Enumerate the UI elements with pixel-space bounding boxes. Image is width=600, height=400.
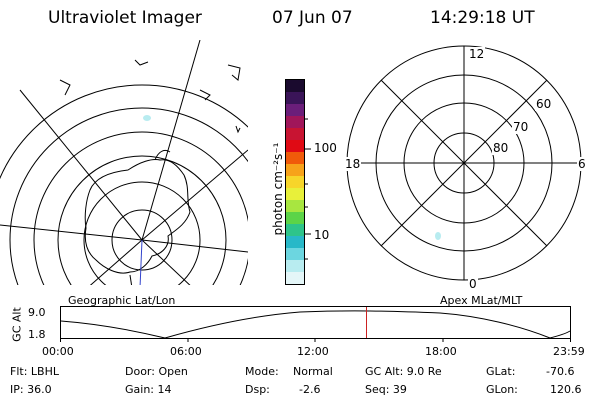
coastline	[59, 79, 71, 96]
colorbar-band	[286, 116, 304, 128]
mlat-label-80: 80	[492, 141, 510, 155]
lon-line	[0, 224, 143, 241]
lat-circle	[111, 209, 173, 271]
lat-circle	[57, 155, 227, 285]
time-label: 14:29:18 UT	[430, 8, 535, 28]
lat-circle	[9, 107, 248, 285]
colorbar-band	[286, 92, 304, 104]
gc-alt-readout: GC Alt: 9.0 Re	[365, 365, 442, 378]
coastline	[129, 274, 133, 285]
door-readout: Door: Open	[125, 365, 188, 378]
lon-line	[141, 239, 248, 253]
magnetic-polar-plot	[346, 45, 582, 281]
colorbar-band	[286, 200, 304, 212]
lat-circle	[0, 84, 248, 180]
date-label: 07 Jun 07	[272, 8, 353, 28]
mlt-label-18: 18	[344, 157, 362, 171]
coastline	[235, 125, 241, 134]
seq-readout: Seq: 39	[365, 383, 407, 396]
lon-line	[141, 149, 248, 241]
colorbar-band	[286, 104, 304, 116]
mlt-label-12: 12	[468, 47, 486, 61]
glon-label: GLon:	[486, 383, 518, 396]
mlt-label-0: 0	[468, 277, 478, 291]
coastline	[134, 59, 241, 101]
altitude-curve	[60, 310, 571, 339]
altitude-ylabel: GC Alt	[10, 307, 24, 342]
apex-map-label: Apex MLat/MLT	[440, 294, 523, 307]
colorbar-band	[286, 164, 304, 176]
colorbar	[285, 79, 305, 285]
time-tick-0600: 06:00	[170, 345, 202, 358]
aurora-spot	[435, 232, 441, 240]
aurora-spot	[143, 115, 151, 121]
colorbar-band	[286, 152, 304, 164]
colorbar-band	[286, 224, 304, 236]
time-tick-1800: 18:00	[425, 345, 457, 358]
altitude-ytick-low: 1.8	[28, 328, 46, 341]
colorbar-band	[286, 80, 304, 92]
geographic-map-label: Geographic Lat/Lon	[68, 294, 176, 307]
time-tick-1200: 12:00	[297, 345, 329, 358]
colorbar-band	[286, 176, 304, 188]
mlat-label-60: 60	[535, 97, 553, 111]
colorbar-tick-100: 100	[314, 141, 337, 155]
glon-value: 120.6	[550, 383, 582, 396]
mode-label: Mode:	[245, 365, 279, 378]
colorbar-ticks	[305, 118, 311, 260]
colorbar-tick-10: 10	[314, 228, 330, 242]
mlt-diagonal	[380, 79, 548, 247]
mlt-label-6: 6	[577, 157, 587, 171]
lat-circle	[33, 131, 248, 285]
glat-value: -70.6	[546, 365, 575, 378]
dsp-value: -2.6	[299, 383, 321, 396]
spacecraft-track	[139, 239, 143, 285]
lat-circle	[83, 181, 201, 285]
mode-value: Normal	[293, 365, 333, 378]
filter-readout: Flt: LBHL	[10, 365, 59, 378]
colorbar-band	[286, 236, 304, 248]
ip-readout: IP: 36.0	[10, 383, 52, 396]
colorbar-band	[286, 272, 304, 284]
glat-label: GLat:	[486, 365, 516, 378]
lon-line	[141, 40, 201, 241]
colorbar-band	[286, 260, 304, 272]
dsp-label: Dsp:	[245, 383, 270, 396]
time-tick-2359: 23:59	[553, 345, 585, 358]
altitude-plot	[60, 306, 571, 342]
gain-readout: Gain: 14	[125, 383, 172, 396]
lon-line	[19, 89, 143, 241]
colorbar-band	[286, 188, 304, 200]
coastline	[84, 159, 191, 274]
colorbar-band	[286, 248, 304, 260]
colorbar-band	[286, 212, 304, 224]
mlat-label-70: 70	[512, 120, 530, 134]
instrument-title: Ultraviolet Imager	[48, 8, 202, 28]
geographic-map	[0, 40, 248, 285]
colorbar-band	[286, 140, 304, 152]
colorbar-band	[286, 128, 304, 140]
lon-line	[89, 239, 143, 285]
coastline	[154, 149, 171, 161]
colorbar-unit-label: photon cm⁻²s⁻¹	[271, 142, 285, 236]
time-tick-0000: 00:00	[42, 345, 74, 358]
lon-line	[141, 239, 191, 285]
altitude-ytick-high: 9.0	[28, 306, 46, 319]
